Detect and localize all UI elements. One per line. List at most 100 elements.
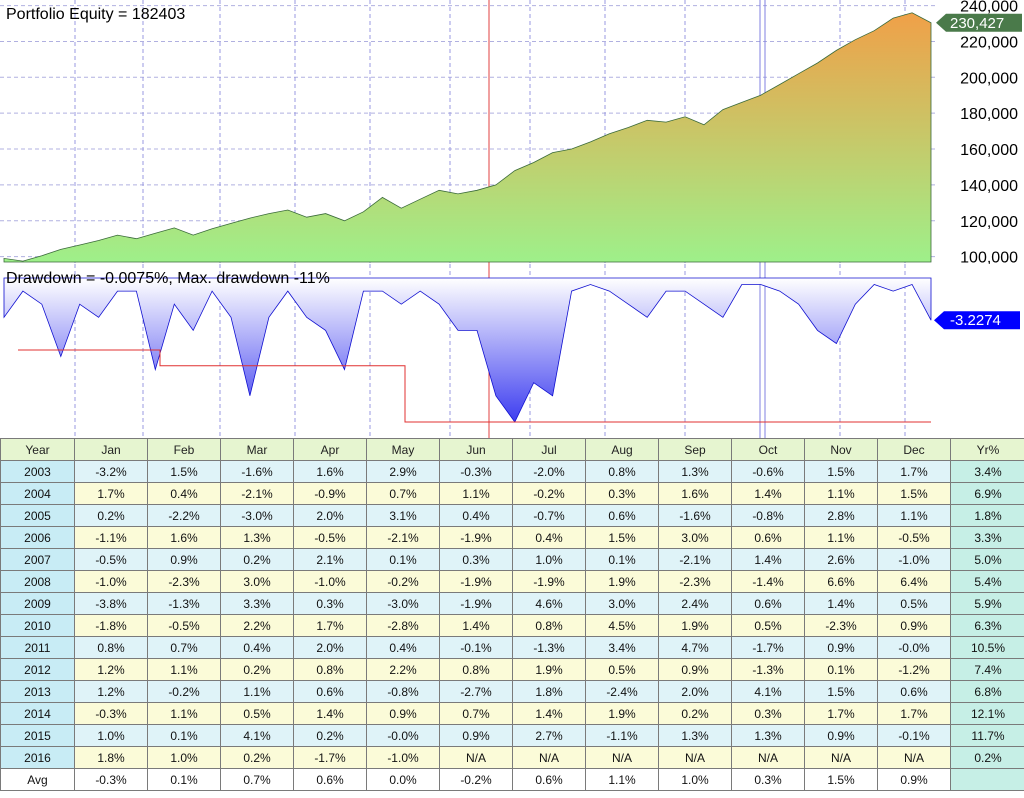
month-return-cell: -0.5%: [293, 526, 367, 549]
month-return-cell: 1.6%: [147, 526, 221, 549]
column-header-sep[interactable]: Sep: [658, 438, 732, 461]
year-cell: 2010: [0, 614, 75, 637]
year-return-cell: 5.4%: [950, 570, 1024, 593]
month-return-cell: 0.2%: [293, 724, 367, 747]
month-return-cell: 1.1%: [220, 680, 294, 703]
month-return-cell: 1.4%: [439, 614, 513, 637]
column-header-oct[interactable]: Oct: [731, 438, 805, 461]
month-return-cell: 1.5%: [877, 482, 951, 505]
table-row: 2012 1.2% 1.1% 0.2% 0.8% 2.2% 0.8% 1.9% 0.5% 0.9%…: [0, 658, 1024, 681]
month-return-cell: -1.0%: [74, 570, 148, 593]
column-header-jan[interactable]: Jan: [74, 438, 148, 461]
table-row: 2015 1.0% 0.1% 4.1% 0.2% -0.0% 0.9% 2.7% -1.1% 1.…: [0, 724, 1024, 747]
drawdown-chart[interactable]: -3.2274 Drawdown = -0.0075%, Max. drawdo…: [0, 264, 1024, 438]
month-return-cell: 0.7%: [366, 482, 440, 505]
max-drawdown-line: [18, 349, 931, 423]
month-return-cell: -0.6%: [731, 460, 805, 483]
year-cell: 2005: [0, 504, 75, 527]
drawdown-current-value-label: -3.2274: [934, 311, 1020, 330]
column-header-nov[interactable]: Nov: [804, 438, 878, 461]
drawdown-area: [3, 277, 932, 423]
equity-chart[interactable]: 240,000 220,000 200,000 180,000 160,000 140,0…: [0, 0, 1024, 264]
month-return-cell: -0.7%: [512, 504, 586, 527]
table-row: 2013 1.2% -0.2% 1.1% 0.6% -0.8% -2.7% 1.8% -2.4%…: [0, 680, 1024, 703]
avg-value-cell: 0.6%: [512, 768, 586, 791]
month-return-cell: -0.3%: [439, 460, 513, 483]
month-return-cell: 0.8%: [439, 658, 513, 681]
equity-current-value: 230,427: [950, 15, 1004, 32]
month-return-cell: 0.1%: [585, 548, 659, 571]
drawdown-title: Drawdown = -0.0075%, Max. drawdown -11%: [6, 270, 330, 287]
table-row: 2005 0.2% -2.2% -3.0% 2.0% 3.1% 0.4% -0.7% 0.6% -…: [0, 504, 1024, 527]
month-return-cell: -0.1%: [877, 724, 951, 747]
month-return-cell: 3.0%: [220, 570, 294, 593]
month-return-cell: 1.4%: [731, 548, 805, 571]
month-return-cell: 0.8%: [585, 460, 659, 483]
month-return-cell: 0.2%: [74, 504, 148, 527]
month-return-cell: 4.6%: [512, 592, 586, 615]
month-return-cell: 0.1%: [366, 548, 440, 571]
avg-value-cell: 1.1%: [585, 768, 659, 791]
avg-value-cell: 0.1%: [147, 768, 221, 791]
month-return-cell: 3.3%: [220, 592, 294, 615]
month-return-cell: -0.8%: [731, 504, 805, 527]
month-return-cell: 2.2%: [366, 658, 440, 681]
month-return-cell: -2.8%: [366, 614, 440, 637]
column-header-jun[interactable]: Jun: [439, 438, 513, 461]
year-cell: 2015: [0, 724, 75, 747]
column-header-yrpct[interactable]: Yr%: [950, 438, 1024, 461]
month-return-cell: 0.9%: [147, 548, 221, 571]
month-return-cell: 1.1%: [804, 482, 878, 505]
month-return-cell: -1.1%: [74, 526, 148, 549]
column-header-mar[interactable]: Mar: [220, 438, 294, 461]
month-return-cell: N/A: [731, 746, 805, 769]
month-return-cell: -1.3%: [731, 658, 805, 681]
month-return-cell: -1.7%: [293, 746, 367, 769]
month-return-cell: 1.4%: [731, 482, 805, 505]
month-return-cell: 1.0%: [147, 746, 221, 769]
table-row: 2014 -0.3% 1.1% 0.5% 1.4% 0.9% 0.7% 1.4% 1.9% 0.2…: [0, 702, 1024, 725]
month-return-cell: 0.3%: [293, 592, 367, 615]
column-header-may[interactable]: May: [366, 438, 440, 461]
column-header-dec[interactable]: Dec: [877, 438, 951, 461]
month-return-cell: -0.8%: [366, 680, 440, 703]
y-tick-label: 100,000: [960, 250, 1018, 264]
column-header-feb[interactable]: Feb: [147, 438, 221, 461]
year-return-cell: 7.4%: [950, 658, 1024, 681]
month-return-cell: 0.9%: [658, 658, 732, 681]
month-return-cell: 1.9%: [512, 658, 586, 681]
column-header-jul[interactable]: Jul: [512, 438, 586, 461]
equity-label-arrow: [936, 13, 1022, 32]
month-return-cell: 1.4%: [512, 702, 586, 725]
month-return-cell: 2.0%: [293, 636, 367, 659]
month-return-cell: 3.1%: [366, 504, 440, 527]
month-return-cell: 2.4%: [658, 592, 732, 615]
month-return-cell: -1.6%: [220, 460, 294, 483]
month-return-cell: N/A: [439, 746, 513, 769]
month-return-cell: -0.9%: [293, 482, 367, 505]
month-return-cell: 1.7%: [74, 482, 148, 505]
column-header-year[interactable]: Year: [0, 438, 75, 461]
month-return-cell: 0.3%: [439, 548, 513, 571]
month-return-cell: -1.0%: [366, 746, 440, 769]
month-return-cell: 0.4%: [147, 482, 221, 505]
table-row: 2010 -1.8% -0.5% 2.2% 1.7% -2.8% 1.4% 0.8% 4.5% 1…: [0, 614, 1024, 637]
y-tick-label: 140,000: [960, 178, 1018, 195]
year-return-cell: 1.8%: [950, 504, 1024, 527]
month-return-cell: -0.0%: [366, 724, 440, 747]
month-return-cell: 3.0%: [585, 592, 659, 615]
column-header-aug[interactable]: Aug: [585, 438, 659, 461]
month-return-cell: 4.1%: [731, 680, 805, 703]
year-cell: 2012: [0, 658, 75, 681]
month-return-cell: 0.2%: [658, 702, 732, 725]
column-header-apr[interactable]: Apr: [293, 438, 367, 461]
month-return-cell: 1.1%: [804, 526, 878, 549]
month-return-cell: 0.2%: [220, 658, 294, 681]
year-return-cell: 12.1%: [950, 702, 1024, 725]
month-return-cell: 1.6%: [658, 482, 732, 505]
month-return-cell: -1.1%: [585, 724, 659, 747]
year-return-cell: 6.9%: [950, 482, 1024, 505]
month-return-cell: 1.8%: [74, 746, 148, 769]
month-return-cell: 1.3%: [220, 526, 294, 549]
table-row: 2007 -0.5% 0.9% 0.2% 2.1% 0.1% 0.3% 1.0% 0.1% -2.…: [0, 548, 1024, 571]
